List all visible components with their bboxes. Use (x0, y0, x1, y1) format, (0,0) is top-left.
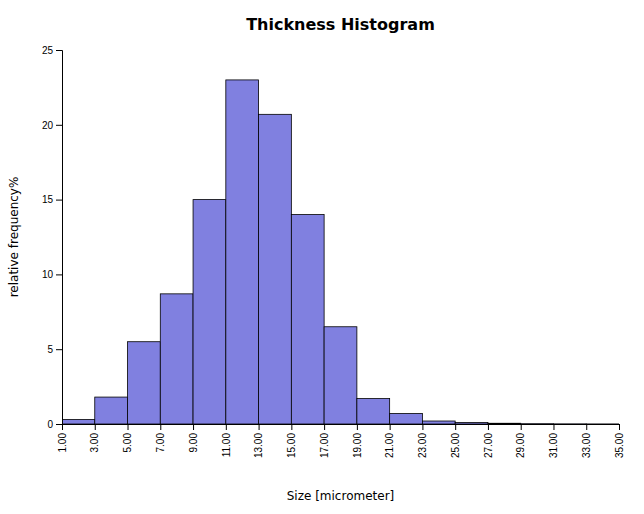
y-tick: 5 (47, 344, 62, 355)
x-tick-mark (160, 424, 161, 430)
chart: 1.00 3.00 5.00 7.00 9.00 11.00 13.00 15.00 17.00… (0, 0, 644, 514)
bar (521, 423, 554, 424)
y-tick-mark (56, 349, 62, 350)
x-tick-mark (521, 424, 522, 430)
x-tick-mark (226, 424, 227, 430)
bar (357, 399, 390, 424)
y-tick: 0 (47, 419, 62, 430)
title: Thickness Histogram (246, 15, 435, 34)
x-tick-label: 7.00 (155, 433, 166, 453)
x-tick-mark (291, 424, 292, 430)
x-tick: 23.00 (417, 424, 428, 458)
x-tick-mark (95, 424, 96, 430)
bar (291, 215, 324, 424)
x-tick: 31.00 (548, 424, 559, 458)
x-axis-title: Size [micrometer] (287, 489, 395, 503)
x-tick-mark (128, 424, 129, 430)
x-tick-label: 29.00 (515, 433, 526, 458)
bar (390, 414, 423, 424)
bar (226, 80, 259, 424)
x-tick-mark (619, 424, 620, 430)
x-tick: 29.00 (515, 424, 526, 458)
x-tick: 35.00 (614, 424, 625, 458)
x-tick-mark (357, 424, 358, 430)
x-tick: 33.00 (581, 424, 592, 458)
y-tick: 20 (42, 120, 62, 131)
y-axis-line (56, 51, 63, 425)
x-tick-label: 3.00 (89, 433, 100, 453)
bar (259, 114, 292, 424)
x-tick-label: 15.00 (286, 433, 297, 458)
y-tick-mark (56, 424, 62, 425)
y-tick-label: 10 (42, 269, 54, 280)
x-tick-mark (422, 424, 423, 430)
x-tick-mark (586, 424, 587, 430)
y-tick: 10 (42, 269, 62, 280)
y-tick: 15 (42, 194, 62, 205)
x-tick-mark (553, 424, 554, 430)
bar (422, 421, 455, 424)
y-tick: 25 (42, 45, 62, 56)
y-axis-title: relative frequency% (7, 177, 21, 298)
x-tick-label: 5.00 (122, 433, 133, 453)
plot-area: 1.00 3.00 5.00 7.00 9.00 11.00 13.00 15.00 17.00… (42, 45, 625, 458)
x-tick-label: 17.00 (319, 433, 330, 458)
x-tick: 11.00 (221, 424, 232, 457)
y-tick-label: 20 (42, 120, 54, 131)
x-tick: 5.00 (122, 424, 133, 452)
y-tick-label: 0 (47, 419, 53, 430)
x-tick: 17.00 (319, 424, 330, 458)
y-axis: 0 5 10 15 20 25 (42, 45, 63, 430)
x-tick: 21.00 (384, 424, 395, 458)
y-tick-mark (56, 50, 62, 51)
x-tick: 27.00 (483, 424, 494, 458)
bar (62, 420, 95, 424)
y-tick-label: 5 (47, 344, 53, 355)
x-tick: 13.00 (253, 424, 264, 458)
bars (62, 80, 619, 424)
y-tick-mark (56, 200, 62, 201)
x-tick-label: 21.00 (384, 433, 395, 458)
x-tick-label: 25.00 (450, 433, 461, 458)
bar (488, 423, 521, 424)
x-tick: 7.00 (155, 424, 166, 452)
x-tick: 3.00 (89, 424, 100, 452)
x-tick-label: 27.00 (483, 433, 494, 458)
x-tick-label: 11.00 (221, 433, 232, 458)
y-tick-label: 15 (42, 194, 54, 205)
y-tick-mark (56, 274, 62, 275)
x-tick-mark (455, 424, 456, 430)
x-tick-mark (193, 424, 194, 430)
x-tick-label: 1.00 (57, 433, 68, 453)
x-tick: 25.00 (450, 424, 461, 458)
x-tick: 1.00 (57, 424, 68, 452)
x-tick-label: 33.00 (581, 433, 592, 458)
x-tick-mark (259, 424, 260, 430)
x-tick: 19.00 (352, 424, 363, 458)
x-tick-label: 13.00 (253, 433, 264, 458)
y-tick-mark (56, 125, 62, 126)
x-axis-line (63, 425, 620, 431)
x-axis: 1.00 3.00 5.00 7.00 9.00 11.00 13.00 15.00 17.00… (57, 424, 625, 458)
x-tick-mark (324, 424, 325, 430)
bar (553, 423, 586, 424)
bar (95, 397, 128, 424)
x-tick-label: 35.00 (614, 433, 625, 458)
bar (160, 294, 193, 424)
x-tick-label: 19.00 (352, 433, 363, 458)
bar (128, 342, 161, 424)
bar (586, 423, 619, 424)
x-tick: 15.00 (286, 424, 297, 458)
x-tick-label: 31.00 (548, 433, 559, 458)
y-tick-label: 25 (42, 45, 54, 56)
bar (324, 327, 357, 424)
bar (455, 423, 488, 424)
x-tick: 9.00 (188, 424, 199, 452)
bar (193, 200, 226, 424)
x-tick-mark (488, 424, 489, 430)
x-tick-mark (390, 424, 391, 430)
x-tick-label: 23.00 (417, 433, 428, 458)
x-tick-label: 9.00 (188, 433, 199, 453)
